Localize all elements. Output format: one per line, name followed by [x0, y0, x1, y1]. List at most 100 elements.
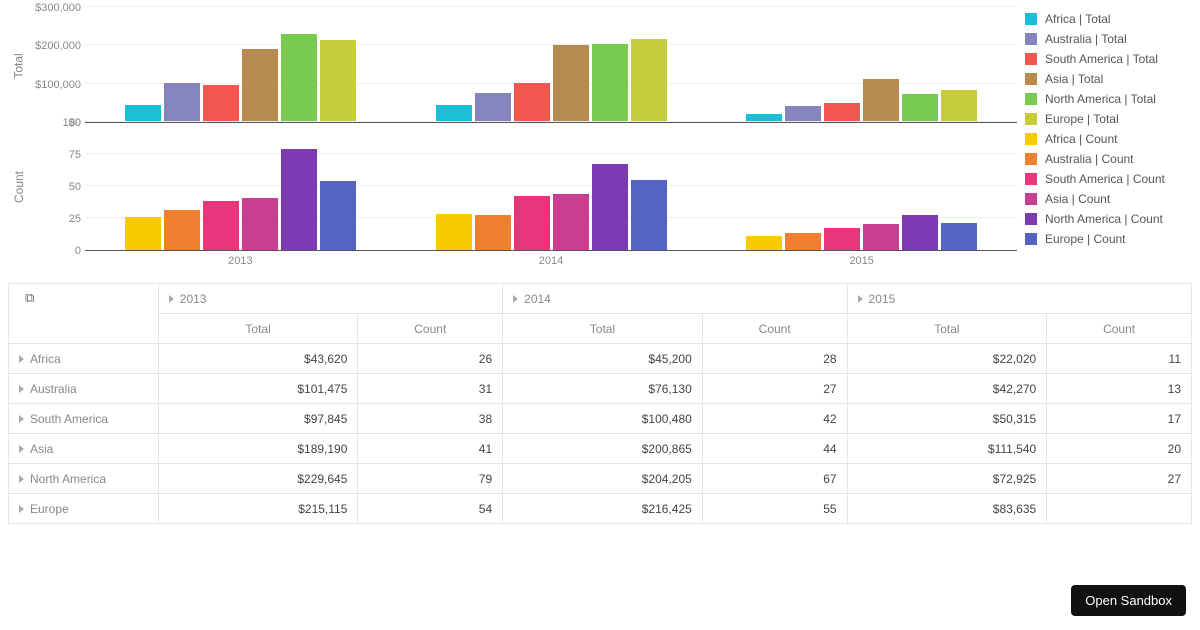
bar[interactable]: [203, 201, 239, 250]
legend-item[interactable]: Europe | Count: [1025, 232, 1192, 246]
legend-item[interactable]: North America | Total: [1025, 92, 1192, 106]
charts-region: Total$0$100,000$200,000$300,000 Count025…: [8, 8, 1192, 277]
bar[interactable]: [164, 83, 200, 122]
legend-swatch: [1025, 133, 1037, 145]
open-sandbox-button[interactable]: Open Sandbox: [1071, 585, 1186, 616]
cell: $76,130: [503, 374, 703, 404]
bar[interactable]: [514, 83, 550, 122]
caret-icon: [19, 445, 24, 453]
bar[interactable]: [281, 149, 317, 250]
bar[interactable]: [785, 233, 821, 250]
bar[interactable]: [475, 215, 511, 250]
bar[interactable]: [863, 224, 899, 250]
bar[interactable]: [824, 228, 860, 250]
bar[interactable]: [320, 181, 356, 250]
bar[interactable]: [941, 223, 977, 250]
bar[interactable]: [941, 90, 977, 122]
metric-header[interactable]: Count: [358, 314, 503, 344]
legend-item[interactable]: Asia | Total: [1025, 72, 1192, 86]
cell: $45,200: [503, 344, 703, 374]
cell: $101,475: [158, 374, 358, 404]
cell: 41: [358, 434, 503, 464]
row-header[interactable]: Asia: [9, 434, 159, 464]
legend-item[interactable]: South America | Count: [1025, 172, 1192, 186]
caret-icon: [19, 505, 24, 513]
table-row: North America$229,64579$204,20567$72,925…: [9, 464, 1192, 494]
bar[interactable]: [902, 94, 938, 122]
bar[interactable]: [203, 85, 239, 123]
legend-item[interactable]: South America | Total: [1025, 52, 1192, 66]
table-row: South America$97,84538$100,48042$50,3151…: [9, 404, 1192, 434]
bar[interactable]: [242, 198, 278, 250]
metric-header[interactable]: Total: [503, 314, 703, 344]
legend-label: Australia | Count: [1045, 152, 1134, 166]
row-header[interactable]: Europe: [9, 494, 159, 524]
bar[interactable]: [320, 40, 356, 122]
cell: 42: [702, 404, 847, 434]
bar[interactable]: [125, 105, 161, 122]
year-header[interactable]: 2013: [158, 284, 502, 314]
cell: 31: [358, 374, 503, 404]
legend-swatch: [1025, 113, 1037, 125]
bar[interactable]: [436, 105, 472, 122]
bar[interactable]: [746, 236, 782, 250]
metric-header[interactable]: Total: [158, 314, 358, 344]
legend-swatch: [1025, 93, 1037, 105]
row-header[interactable]: Africa: [9, 344, 159, 374]
cell: 67: [702, 464, 847, 494]
bar[interactable]: [592, 44, 628, 122]
legend-label: Africa | Total: [1045, 12, 1111, 26]
bar[interactable]: [631, 39, 667, 122]
bar[interactable]: [475, 93, 511, 122]
bar[interactable]: [242, 49, 278, 122]
legend-label: North America | Total: [1045, 92, 1156, 106]
cell: $72,925: [847, 464, 1047, 494]
bar[interactable]: [631, 180, 667, 250]
bar[interactable]: [785, 106, 821, 122]
cell: $50,315: [847, 404, 1047, 434]
metric-header[interactable]: Count: [702, 314, 847, 344]
cell: 20: [1047, 434, 1192, 464]
bar-group: [706, 8, 1017, 122]
cell: 27: [702, 374, 847, 404]
bar[interactable]: [902, 215, 938, 250]
y-tick: 100: [63, 117, 81, 129]
row-header[interactable]: North America: [9, 464, 159, 494]
bar[interactable]: [125, 217, 161, 250]
year-header[interactable]: 2015: [847, 284, 1191, 314]
legend-item[interactable]: Australia | Total: [1025, 32, 1192, 46]
legend-item[interactable]: Europe | Total: [1025, 112, 1192, 126]
bar[interactable]: [553, 45, 589, 122]
year-header[interactable]: 2014: [503, 284, 847, 314]
y-axis-label: Count: [12, 171, 26, 203]
bar[interactable]: [592, 164, 628, 250]
bar[interactable]: [863, 79, 899, 122]
y-tick: $200,000: [35, 40, 81, 52]
legend-item[interactable]: Africa | Total: [1025, 12, 1192, 26]
metric-header[interactable]: Total: [847, 314, 1047, 344]
legend-swatch: [1025, 73, 1037, 85]
bar[interactable]: [281, 34, 317, 122]
metric-header[interactable]: Count: [1047, 314, 1192, 344]
y-tick: $100,000: [35, 79, 81, 91]
legend-item[interactable]: Africa | Count: [1025, 132, 1192, 146]
cell: 44: [702, 434, 847, 464]
row-header[interactable]: South America: [9, 404, 159, 434]
bar[interactable]: [553, 194, 589, 250]
table-row: Europe$215,11554$216,42555$83,635: [9, 494, 1192, 524]
bar[interactable]: [436, 214, 472, 250]
bar[interactable]: [824, 103, 860, 122]
bar[interactable]: [514, 196, 550, 250]
row-header[interactable]: Australia: [9, 374, 159, 404]
legend-swatch: [1025, 53, 1037, 65]
legend-item[interactable]: North America | Count: [1025, 212, 1192, 226]
legend-item[interactable]: Asia | Count: [1025, 192, 1192, 206]
pivot-corner[interactable]: ⧉: [9, 284, 159, 344]
cell: $42,270: [847, 374, 1047, 404]
legend-item[interactable]: Australia | Count: [1025, 152, 1192, 166]
pivot-table: ⧉201320142015TotalCountTotalCountTotalCo…: [8, 283, 1192, 524]
caret-icon: [19, 415, 24, 423]
legend-label: Asia | Count: [1045, 192, 1110, 206]
bar[interactable]: [164, 210, 200, 250]
bar-group: [85, 8, 396, 122]
